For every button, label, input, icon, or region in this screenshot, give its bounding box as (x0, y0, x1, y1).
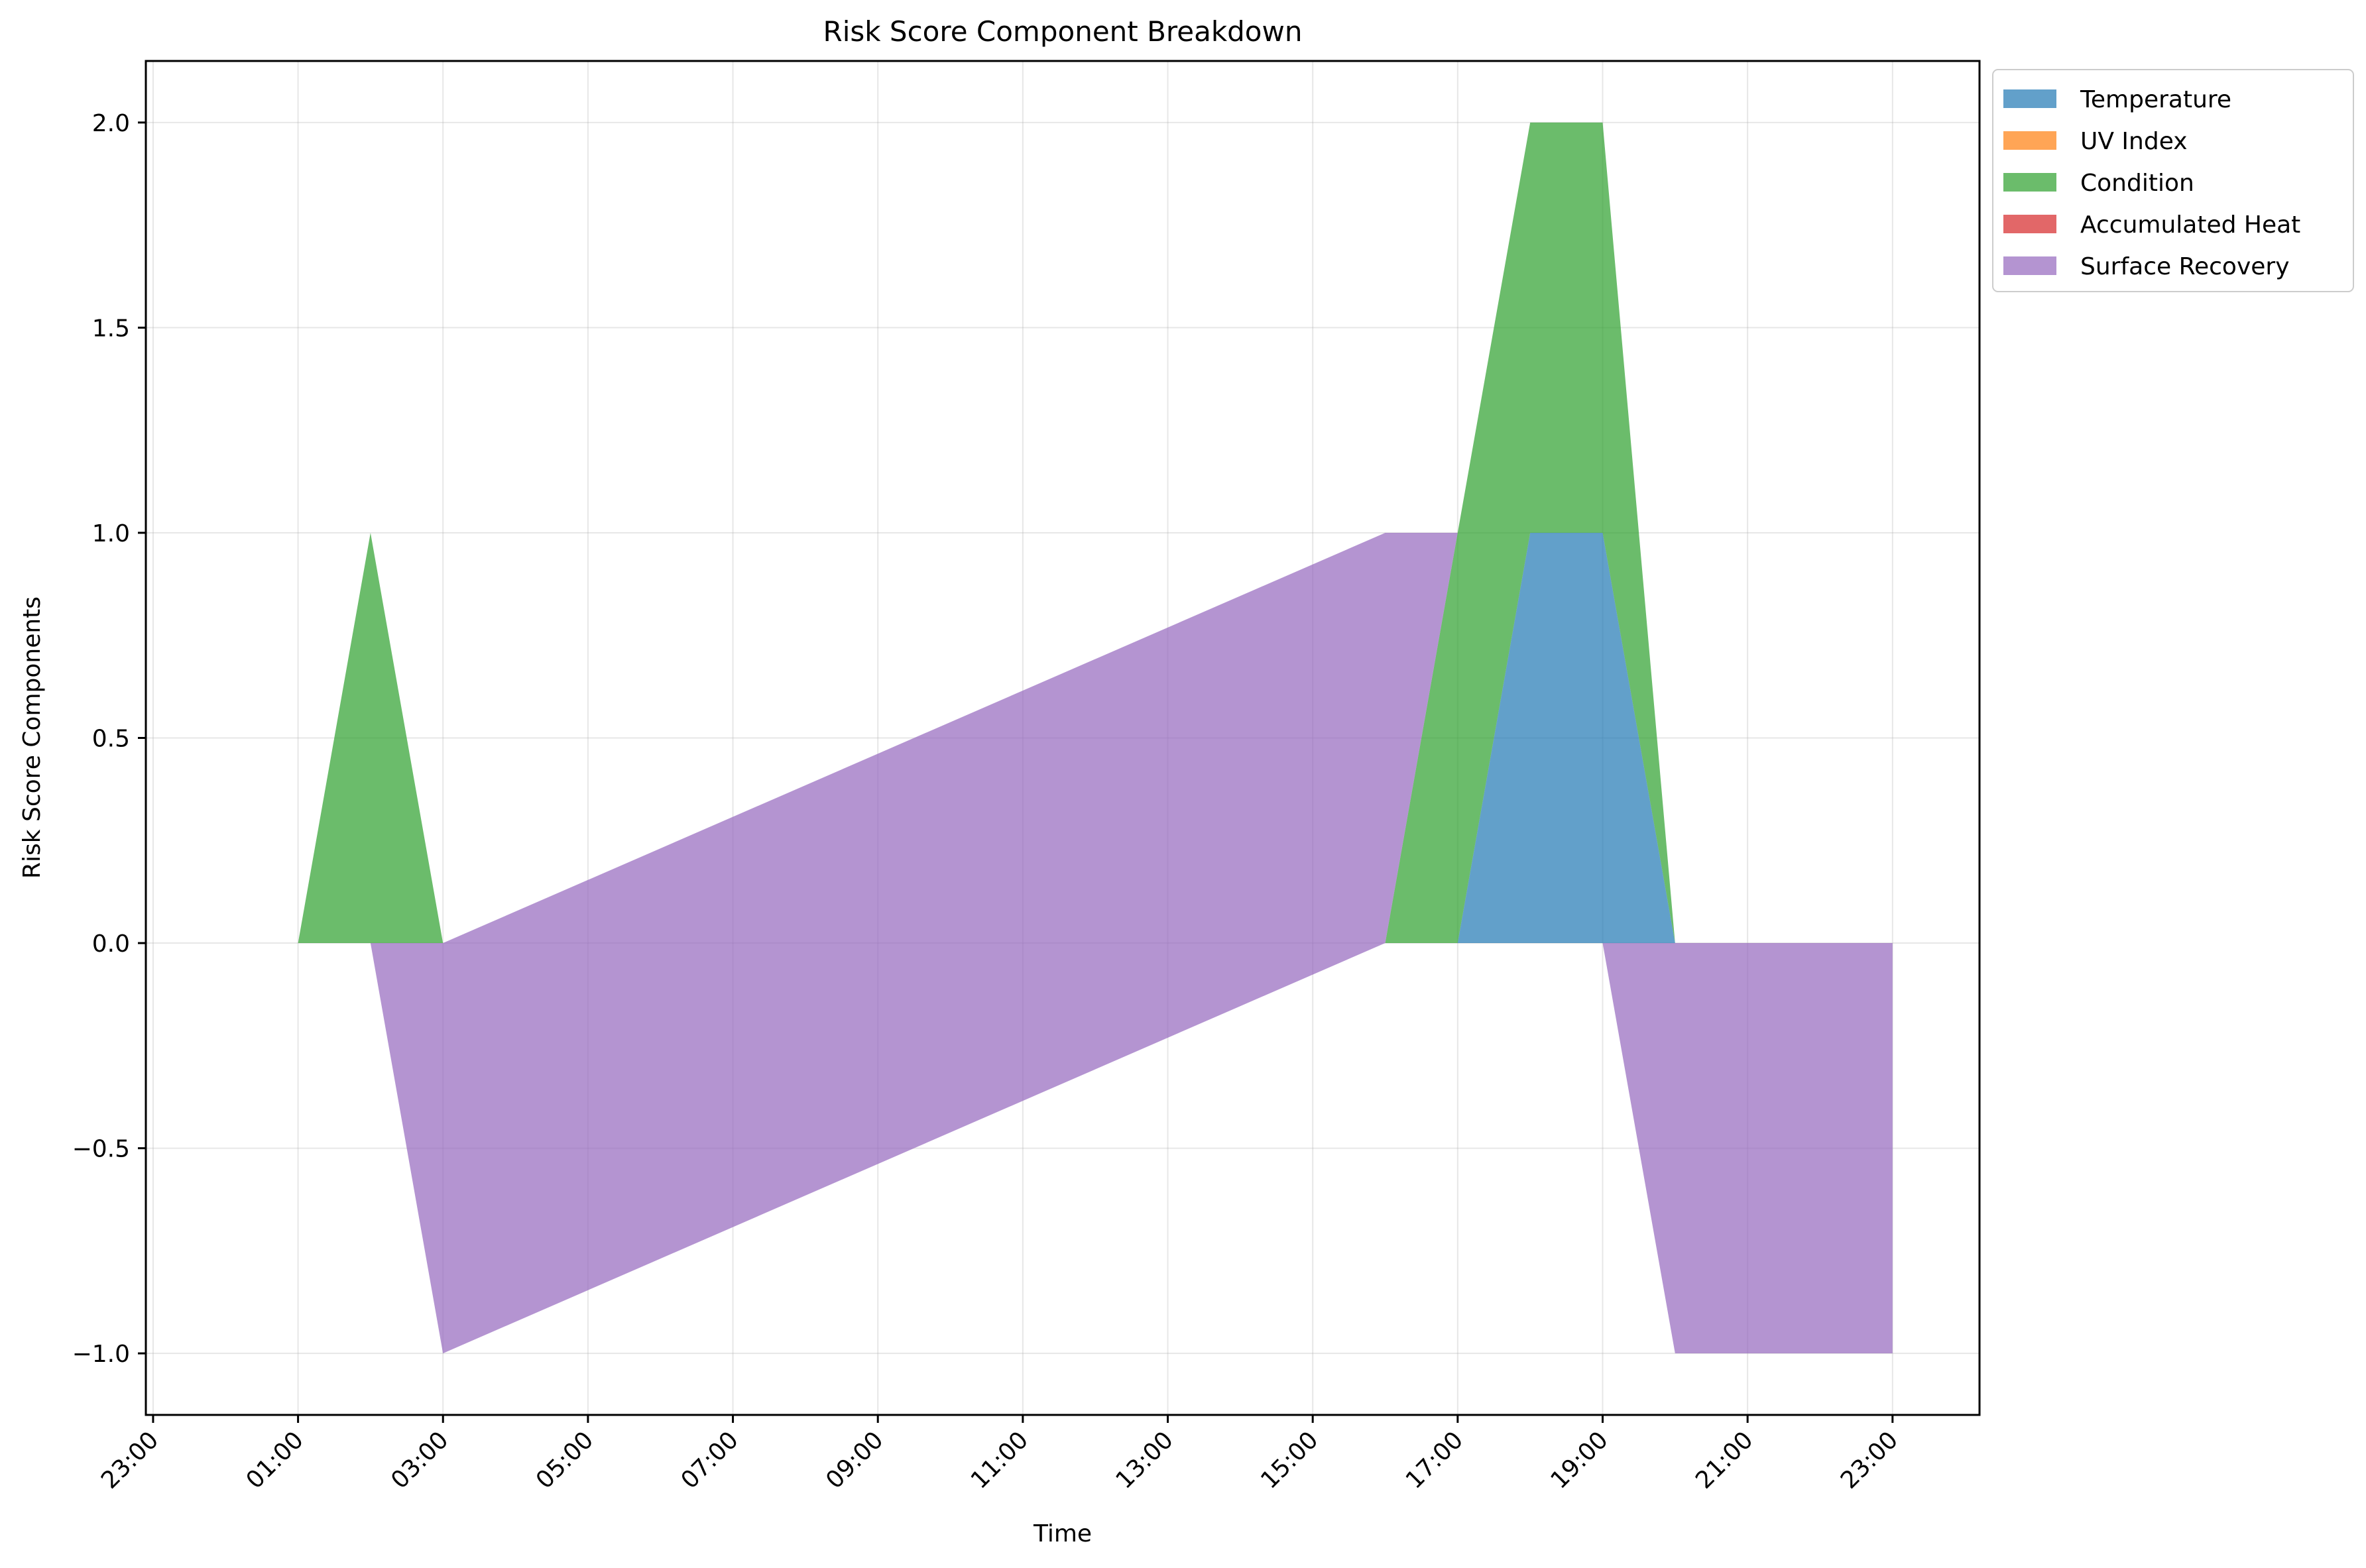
y-tick-label: 0.0 (92, 930, 130, 958)
legend-label-accumulated-heat: Accumulated Heat (2080, 211, 2300, 239)
legend-swatch-condition (2003, 173, 2056, 192)
legend-swatch-uv-index (2003, 131, 2056, 150)
area-condition-positive (298, 122, 1893, 943)
legend-label-surface-recovery: Surface Recovery (2080, 253, 2290, 280)
y-tick-label: 2.0 (92, 110, 130, 137)
legend-label-uv-index: UV Index (2080, 128, 2188, 155)
y-tick-label: −0.5 (72, 1136, 130, 1163)
chart-title: Risk Score Component Breakdown (823, 15, 1303, 48)
area-temperature-positive (298, 533, 1893, 943)
y-tick-label: −1.0 (72, 1341, 130, 1368)
area-series-layer (298, 122, 1893, 1354)
x-axis-label: Time (1033, 1520, 1092, 1547)
y-tick-label: 1.0 (92, 520, 130, 547)
legend-swatch-surface-recovery (2003, 256, 2056, 275)
legend: Temperature UV Index Condition Accumulated … (1992, 69, 2354, 292)
y-axis-label: Risk Score Components (19, 596, 46, 879)
legend-swatch-temperature (2003, 89, 2056, 108)
area-surface-recovery-positive (298, 122, 1893, 943)
y-tick-label: 0.5 (92, 726, 130, 753)
area-surface-recovery-negative (298, 943, 1893, 1354)
y-tick-label: 1.5 (92, 315, 130, 342)
legend-label-temperature: Temperature (2080, 86, 2231, 113)
legend-label-condition: Condition (2080, 170, 2194, 197)
legend-frame (1992, 69, 2354, 292)
legend-swatch-accumulated-heat (2003, 215, 2056, 233)
